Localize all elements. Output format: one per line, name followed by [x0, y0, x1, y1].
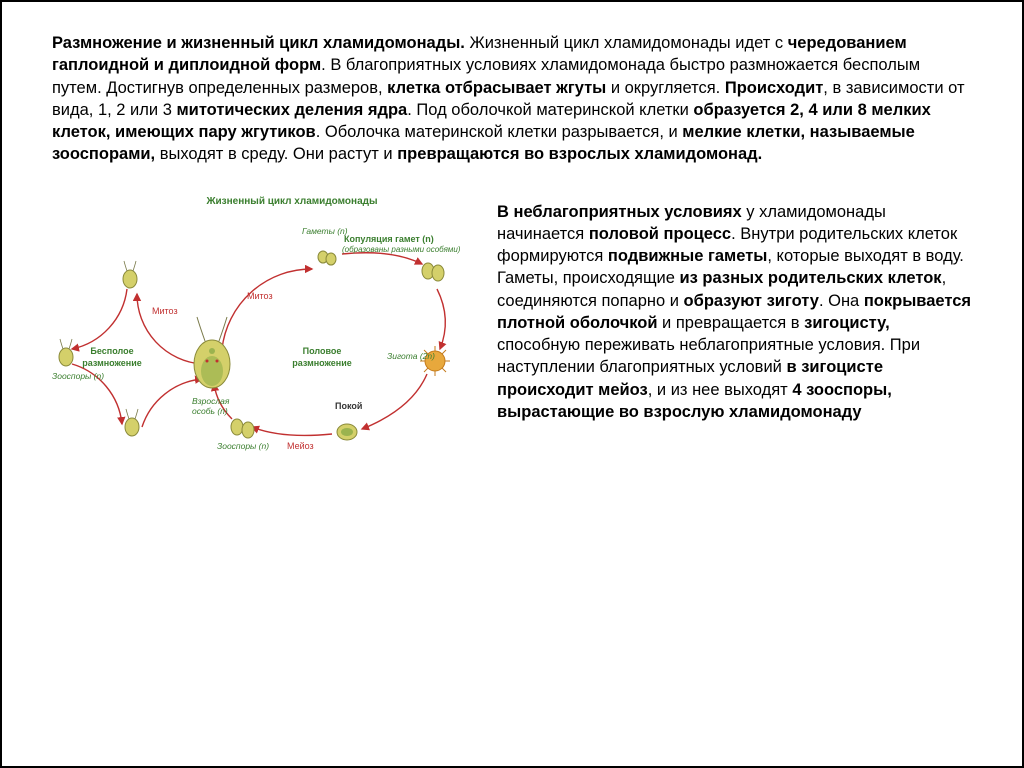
label-zigota: Зигота (2n) — [387, 351, 435, 361]
label-mitoz-right: Митоз — [247, 291, 273, 301]
right-paragraph: В неблагоприятных условиях у хламидомона… — [497, 201, 972, 424]
text-run: подвижные гаметы — [608, 247, 768, 265]
label-zoospory-l: Зооспоры (n) — [52, 371, 104, 381]
text-run: половой процесс — [589, 225, 731, 243]
text-run: . Она — [819, 292, 864, 310]
text-run: Размножение и жизненный цикл хламидомона… — [52, 34, 469, 52]
text-run: выходят в среду. Они растут и — [160, 145, 397, 163]
text-run: зигоцисту, — [804, 314, 890, 332]
text-run: из разных родительских клеток — [680, 269, 942, 287]
label-polov: Половое — [303, 346, 342, 356]
diagram-column: Жизненный цикл хламидомонады — [52, 196, 472, 494]
text-run: Происходит — [725, 79, 823, 97]
label-zoospory-b: Зооспоры (n) — [217, 441, 269, 451]
label-bespol: Бесполое — [90, 346, 133, 356]
diagram-title: Жизненный цикл хламидомонады — [112, 196, 472, 207]
text-run: , и из нее выходят — [648, 381, 793, 399]
text-run: и округляется. — [606, 79, 725, 97]
text-run: митотических деления ядра — [176, 101, 407, 119]
text-run: клетка отбрасывает жгуты — [387, 79, 606, 97]
text-run: . Оболочка материнской клетки разрываетс… — [316, 123, 683, 141]
intro-paragraph: Размножение и жизненный цикл хламидомона… — [52, 32, 972, 166]
label-razmn-l: размножение — [82, 358, 142, 368]
text-run: образуют зиготу — [684, 292, 819, 310]
label-mitoz-left: Митоз — [152, 306, 178, 316]
text-run: Жизненный цикл хламидомонады идет с — [469, 34, 787, 52]
text-run: В неблагоприятных условиях — [497, 203, 746, 221]
label-meioz: Мейоз — [287, 441, 314, 451]
text-run: и превращается в — [657, 314, 804, 332]
label-gamety: Гаметы (n) — [302, 226, 348, 236]
label-pokoi: Покой — [335, 401, 362, 411]
text-run: . Под оболочкой материнской клетки — [407, 101, 693, 119]
label-kopul: Копуляция гамет (n) — [344, 234, 434, 244]
lifecycle-diagram: Митоз Митоз Гаметы (n) Копуляция гамет (… — [52, 209, 472, 489]
label-osob: особь (n) — [192, 406, 228, 416]
text-run: превращаются во взрослых хламидомонад. — [397, 145, 762, 163]
label-razmn-r: размножение — [292, 358, 352, 368]
label-vzros: Взрослая — [192, 396, 230, 406]
label-kopul-sub: (образованы разными особями) — [342, 245, 461, 254]
